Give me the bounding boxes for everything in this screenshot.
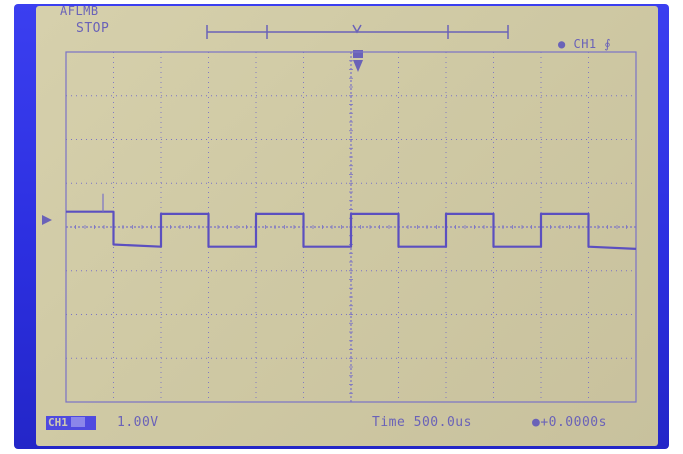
time-per-div: Time 500.0us (372, 415, 472, 430)
trigger-icon: ● (558, 37, 566, 51)
ch1-badge: CH1 (46, 416, 96, 430)
oscilloscope-screen (36, 6, 658, 446)
trigger-info: ● CH1 ∮ (558, 37, 611, 51)
channel1-ground-marker (42, 215, 52, 225)
ch1-badge-label: CH1 (48, 416, 68, 429)
volts-per-div: 1.00V (117, 415, 159, 430)
offset-icon: ● (532, 415, 541, 430)
offset-value: +0.0000s (540, 415, 607, 430)
ch1-waveform-trace (66, 210, 637, 250)
timebase-indicator (206, 24, 509, 39)
coupling-icon (70, 417, 85, 427)
run-state-label: STOP (76, 21, 110, 36)
trigger-channel: CH1 (573, 37, 597, 51)
trigger-position-marker (353, 50, 363, 72)
trigger-edge-icon: ∮ (604, 37, 612, 51)
brand-label: AFLMB (60, 4, 99, 18)
trigger-offset: ●+0.0000s (532, 415, 607, 430)
